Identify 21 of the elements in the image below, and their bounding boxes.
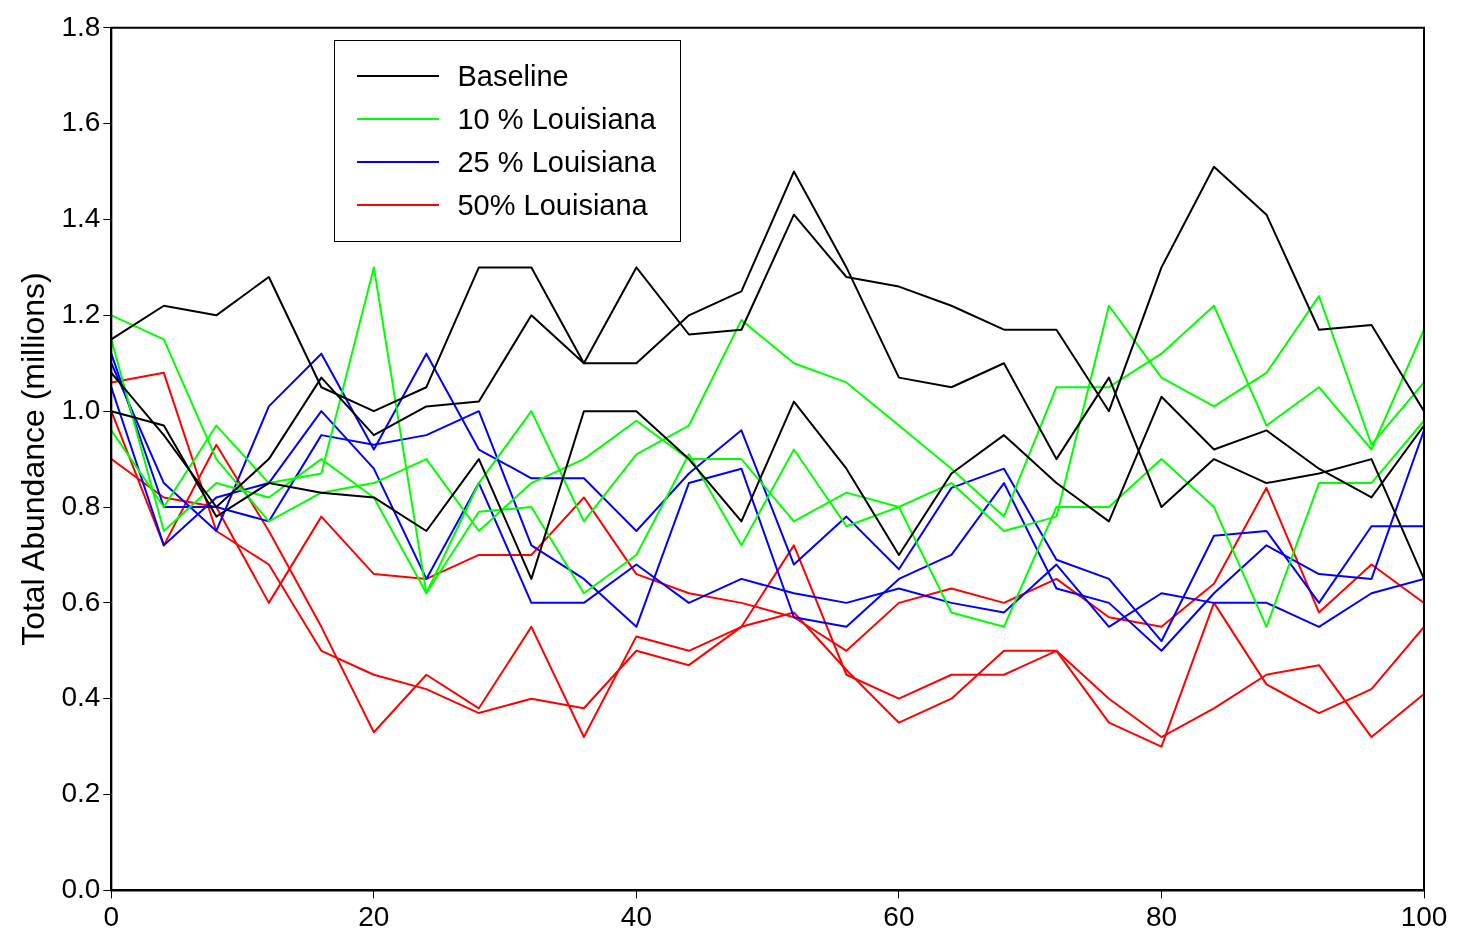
y-tick-label: 1.6 — [61, 106, 101, 138]
x-tick-label: 20 — [358, 900, 390, 932]
y-tick-label: 0.2 — [61, 777, 101, 809]
y-tick-label: 1.0 — [61, 393, 101, 425]
legend-label: 10 % Louisiana — [457, 102, 656, 136]
y-tick-label: 0.8 — [61, 489, 101, 521]
y-tick-label: 0.6 — [61, 585, 101, 617]
y-tick-label: 1.2 — [61, 298, 101, 330]
y-tick-label: 0.0 — [61, 873, 101, 905]
y-axis-title: Total Abundance (millions) — [15, 272, 52, 646]
x-tick-label: 40 — [620, 900, 652, 932]
legend-label: 25 % Louisiana — [457, 145, 656, 179]
x-tick-label: 80 — [1145, 900, 1178, 932]
x-tick-label: 100 — [1400, 900, 1448, 932]
y-tick-label: 0.4 — [61, 681, 101, 713]
legend-label: 50% Louisiana — [457, 188, 648, 222]
y-tick-label: 1.8 — [61, 10, 101, 42]
x-tick-label: 60 — [883, 900, 915, 932]
y-tick-label: 1.4 — [61, 202, 101, 234]
legend-label: Baseline — [457, 59, 569, 93]
x-tick-label: 0 — [103, 900, 120, 932]
